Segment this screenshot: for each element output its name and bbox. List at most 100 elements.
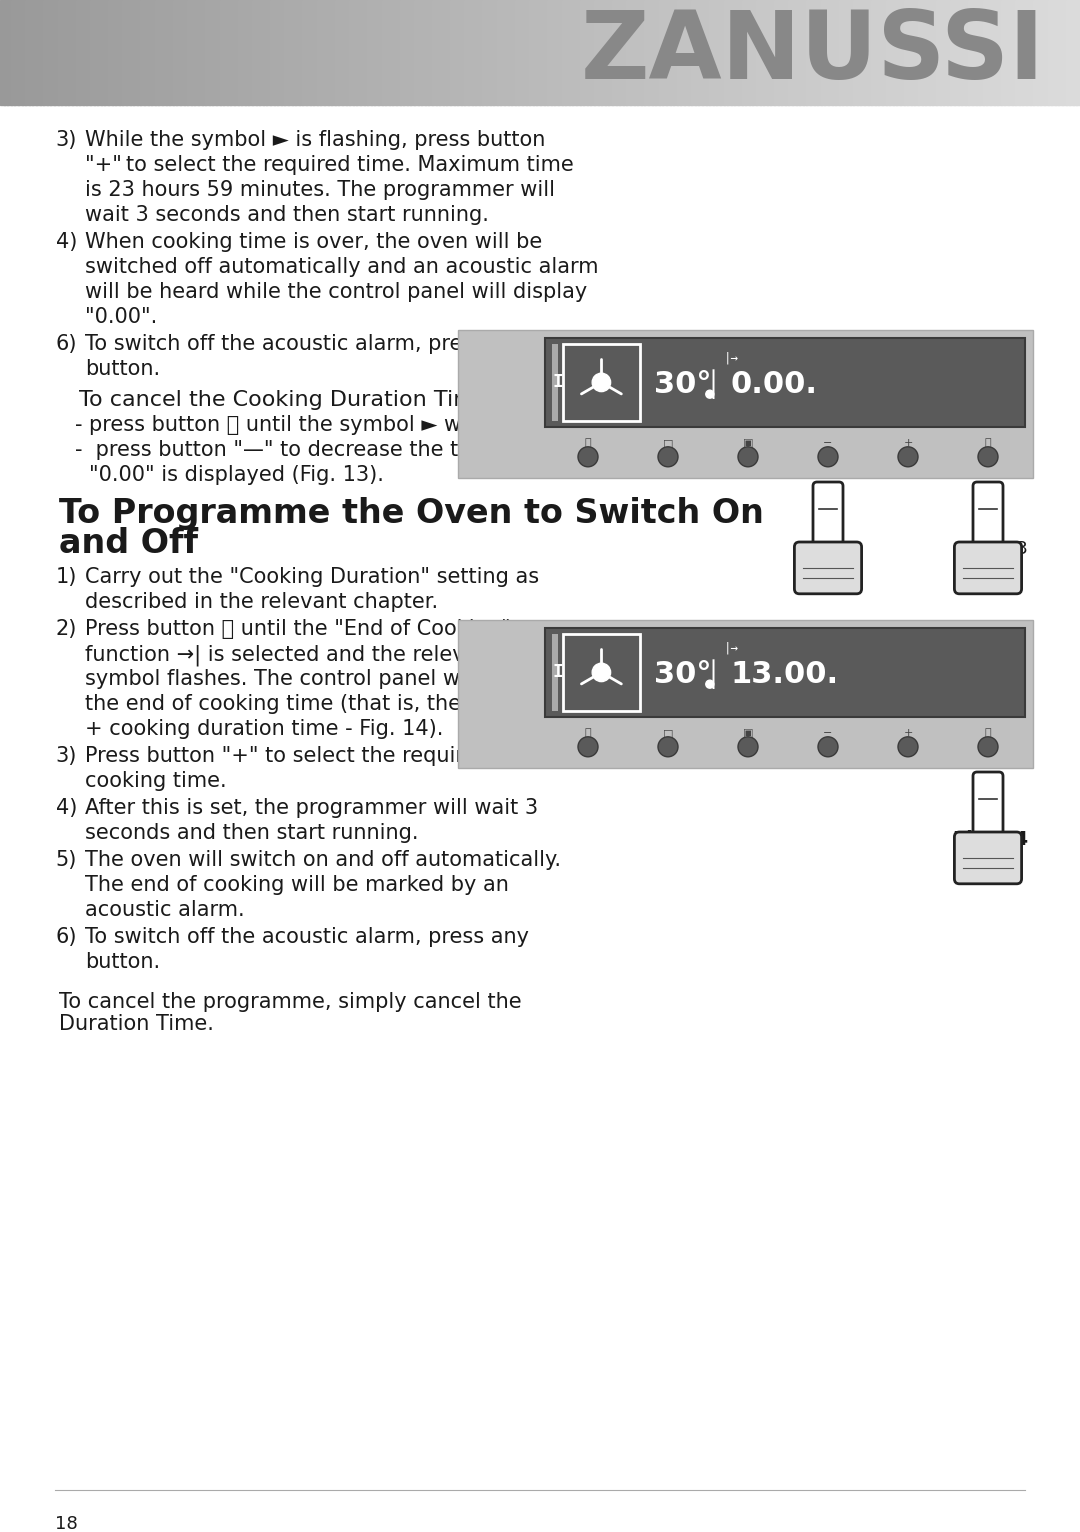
Bar [316,0,322,106]
Bar [684,0,689,106]
Bar [972,0,976,106]
Bar [821,0,825,106]
Bar [367,0,372,106]
Bar [990,0,995,106]
Bar [370,0,376,106]
Bar [94,0,98,106]
Bar [62,0,66,106]
Circle shape [578,447,598,467]
Text: 30°: 30° [653,369,712,398]
Bar [11,0,15,106]
Bar [180,0,185,106]
Bar [410,0,415,106]
Bar [0,0,4,106]
Circle shape [658,447,678,467]
Text: will be heard while the control panel will display: will be heard while the control panel wi… [85,282,588,302]
Bar [396,0,401,106]
Text: I: I [553,374,564,391]
Bar [691,0,696,106]
Bar [25,0,30,106]
Bar [576,0,581,106]
Text: ⌛: ⌛ [985,728,991,738]
Bar [208,0,214,106]
Text: 4): 4) [56,231,77,251]
Bar [248,0,253,106]
Bar [637,0,642,106]
Bar [432,0,436,106]
Bar [227,0,231,106]
Bar [1044,0,1049,106]
FancyBboxPatch shape [973,772,1003,846]
Bar [651,0,657,106]
Bar [759,0,765,106]
Bar [921,0,927,106]
Bar [457,0,462,106]
Bar [116,0,120,106]
Text: |→: |→ [724,640,739,654]
FancyBboxPatch shape [973,483,1003,556]
Bar [119,0,123,106]
Bar [1026,0,1030,106]
Bar [792,0,797,106]
Bar [540,0,544,106]
Bar [552,345,558,421]
Bar [295,0,300,106]
Bar [1037,0,1041,106]
Bar [572,0,577,106]
Bar [389,0,393,106]
Bar [694,0,700,106]
Bar [486,0,490,106]
Bar [40,0,44,106]
Bar [511,0,516,106]
Bar [904,0,908,106]
Bar [612,0,617,106]
Bar [349,0,354,106]
Text: □: □ [663,438,673,447]
Circle shape [978,737,998,757]
Bar [68,0,73,106]
Bar [327,0,333,106]
Bar [403,0,408,106]
Circle shape [592,663,610,682]
Bar [273,0,279,106]
Bar [497,0,501,106]
Bar [832,0,836,106]
Bar [288,0,293,106]
Bar [673,0,678,106]
Bar [381,0,387,106]
Bar [958,0,962,106]
Bar [680,0,685,106]
Bar [483,0,487,106]
Bar [472,0,476,106]
Bar [262,0,268,106]
Bar [738,0,743,106]
Bar [767,0,771,106]
Bar [29,0,33,106]
Text: After this is set, the programmer will wait 3: After this is set, the programmer will w… [85,798,538,818]
Bar [332,0,336,106]
Bar [842,0,847,106]
Bar [198,0,203,106]
Bar [213,0,217,106]
Bar [144,0,149,106]
Text: button.: button. [85,951,160,971]
Bar [130,0,134,106]
Bar [360,0,365,106]
Circle shape [706,391,714,398]
Bar [734,0,739,106]
Bar [454,0,458,106]
Bar [392,0,397,106]
Bar [929,0,933,106]
Bar [187,0,192,106]
Bar [619,0,624,106]
Bar [18,0,23,106]
Bar [108,0,112,106]
Bar [731,0,735,106]
Bar [1004,0,1009,106]
Bar [605,0,609,106]
Text: 6): 6) [55,334,77,354]
Bar [1069,0,1074,106]
Bar [238,0,242,106]
Bar [548,0,552,106]
Bar [713,0,717,106]
